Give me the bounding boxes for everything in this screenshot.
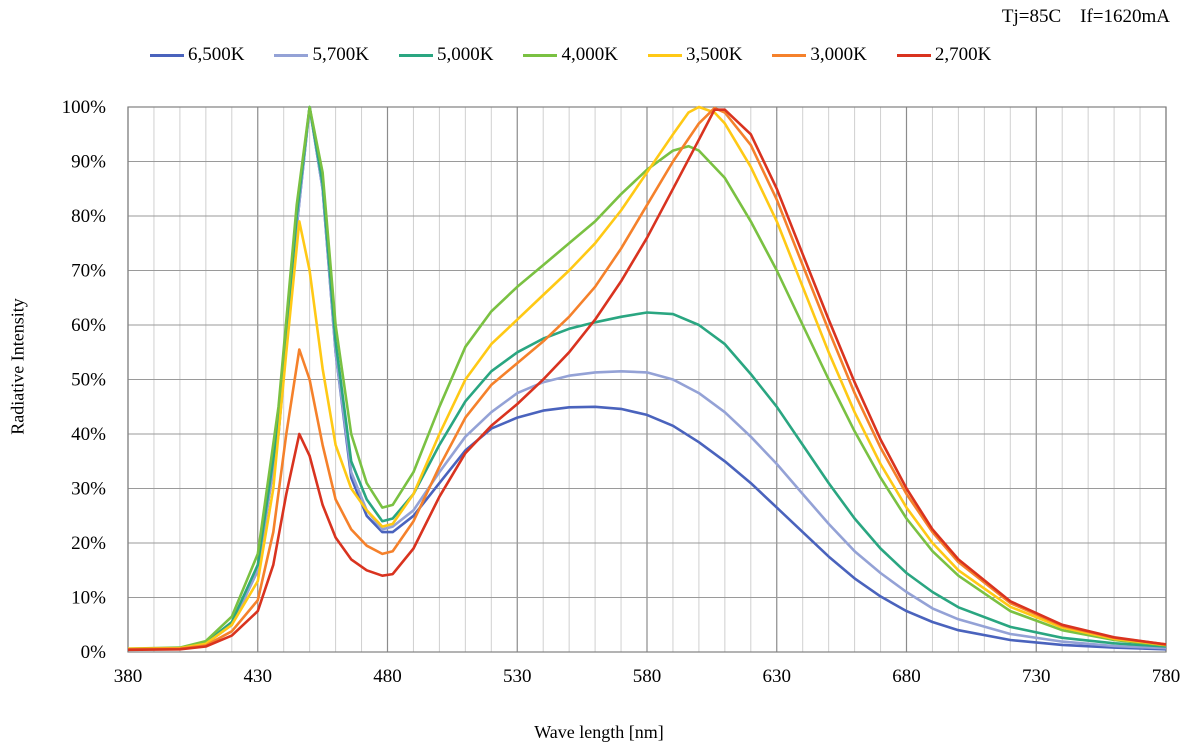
- x-tick-label: 780: [1152, 666, 1181, 687]
- legend-item: 6,500K: [150, 44, 244, 66]
- legend-item: 3,500K: [647, 44, 743, 66]
- y-tick-label: 0%: [81, 642, 107, 663]
- series-line-2700k: [127, 108, 1167, 652]
- y-tick-label: 30%: [71, 479, 106, 500]
- x-tick-label: 430: [244, 666, 273, 687]
- x-tick-label: 630: [763, 666, 792, 687]
- legend-item: 3,000K: [772, 44, 867, 66]
- legend-item: 4,000K: [523, 44, 618, 66]
- legend-swatch: [523, 53, 558, 57]
- x-tick-label: 580: [633, 666, 662, 687]
- y-tick-label: 20%: [71, 533, 106, 554]
- legend-label: 6,500K: [188, 44, 245, 65]
- series-line-4000k: [127, 105, 1167, 650]
- y-tick-label: 90%: [71, 152, 106, 173]
- axes: [127, 106, 1167, 653]
- legend-item: 5,000K: [398, 44, 494, 66]
- x-tick-label: 730: [1022, 666, 1051, 687]
- series-line-3500k: [127, 105, 1167, 650]
- x-tick-label: 530: [503, 666, 532, 687]
- y-tick-label: 100%: [62, 97, 107, 118]
- legend-swatch: [274, 53, 309, 57]
- legend-swatch: [398, 53, 433, 57]
- test-conditions: Tj=85C If=1620mA: [1001, 6, 1170, 27]
- y-tick-label: 70%: [71, 261, 106, 282]
- legend-swatch: [772, 53, 807, 57]
- legend-label: 2,700K: [934, 44, 992, 65]
- x-axis-title: Wave length [nm]: [534, 722, 664, 742]
- y-tick-label: 40%: [71, 424, 106, 445]
- x-tick-label: 480: [373, 666, 402, 687]
- y-tick-label: 10%: [71, 588, 106, 609]
- plot-frame: [127, 106, 1167, 653]
- legend-item: 2,700K: [896, 44, 992, 66]
- y-tick-label: 60%: [71, 315, 106, 336]
- legend-swatch: [896, 53, 931, 57]
- x-tick-label: 680: [892, 666, 921, 687]
- x-tick-label: 380: [114, 666, 143, 687]
- legend: 6,500K 5,700K 5,000K 4,000K 3,500K 3,000K 2,70…: [150, 44, 991, 66]
- series-lines: [127, 105, 1167, 652]
- legend-item: 5,700K: [274, 44, 369, 66]
- legend-label: 5,700K: [312, 44, 369, 65]
- legend-label: 3,500K: [685, 44, 743, 65]
- y-tick-label: 50%: [71, 370, 106, 391]
- legend-label: 5,000K: [436, 44, 494, 65]
- legend-swatch: [150, 53, 184, 57]
- series-line-3000k: [127, 106, 1167, 651]
- tick-labels: 380 430 480 530 580 630 680 730 780 0% 10% 20% 30% 40…: [62, 97, 1181, 687]
- legend-swatch: [647, 53, 682, 57]
- y-tick-label: 80%: [71, 206, 106, 227]
- legend-label: 4,000K: [561, 44, 618, 65]
- legend-label: 3,000K: [810, 44, 867, 65]
